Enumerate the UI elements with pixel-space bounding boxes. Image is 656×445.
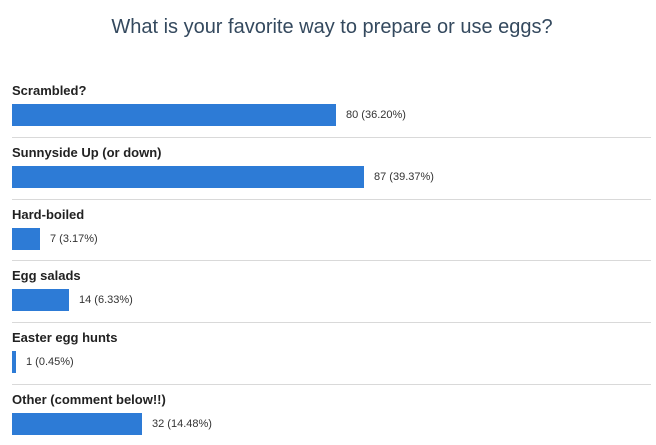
bar-line: 7 (3.17%) (12, 227, 98, 250)
poll-option-row: Hard-boiled 7 (3.17%) (12, 200, 651, 262)
bar-line: 32 (14.48%) (12, 412, 212, 435)
poll-option-row: Scrambled? 80 (36.20%) (12, 76, 651, 138)
option-label: Sunnyside Up (or down) (12, 144, 162, 160)
option-label: Other (comment below!!) (12, 391, 166, 407)
bar-line: 87 (39.37%) (12, 165, 434, 188)
option-label: Hard-boiled (12, 206, 85, 222)
result-bar (12, 412, 142, 435)
poll-options: Scrambled? 80 (36.20%) Sunnyside Up (or do… (12, 76, 651, 445)
poll-option-row: Easter egg hunts 1 (0.45%) (12, 323, 651, 385)
bar-value-label: 87 (39.37%) (374, 170, 434, 183)
bar-line: 80 (36.20%) (12, 104, 406, 126)
bar-value-label: 14 (6.33%) (79, 294, 133, 307)
result-bar (12, 289, 69, 312)
bar-line: 14 (6.33%) (12, 289, 133, 312)
option-label: Scrambled? (12, 83, 87, 98)
bar-value-label: 32 (14.48%) (152, 417, 212, 430)
bar-value-label: 80 (36.20%) (346, 109, 406, 121)
result-bar (12, 227, 40, 250)
poll-option-row: Egg salads 14 (6.33%) (12, 261, 651, 324)
bar-value-label: 1 (0.45%) (26, 356, 74, 369)
bar-value-label: 7 (3.17%) (50, 232, 98, 245)
poll-title: What is your favorite way to prepare or … (111, 16, 553, 38)
poll-option-row: Sunnyside Up (or down) 87 (39.37%) (12, 138, 651, 200)
result-bar (12, 104, 336, 126)
option-label: Easter egg hunts (12, 330, 118, 346)
result-bar (12, 165, 364, 188)
result-bar (12, 351, 16, 374)
option-label: Egg salads (12, 268, 81, 284)
poll-option-row: Other (comment below!!) 32 (14.48%) (12, 385, 651, 445)
bar-line: 1 (0.45%) (12, 351, 74, 374)
